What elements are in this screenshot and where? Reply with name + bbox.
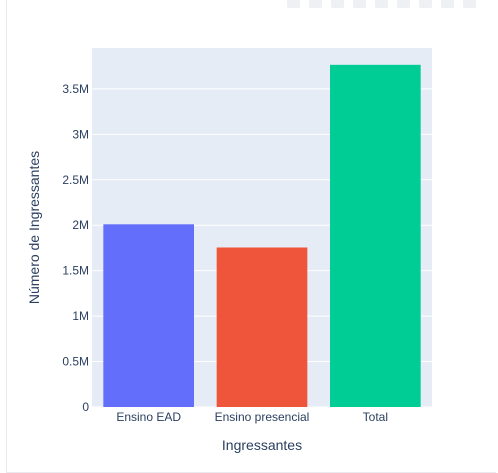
lasso-icon[interactable] [375, 0, 388, 8]
y-axis-ticks: 0 0.5M 1M 1.5M 2M 2.5M 3M 3.5M [62, 82, 89, 414]
box-select-icon[interactable] [353, 0, 366, 8]
zoom-in-icon[interactable] [397, 0, 410, 8]
bar[interactable] [330, 64, 421, 407]
camera-icon[interactable] [287, 0, 300, 8]
home-icon[interactable] [463, 0, 476, 8]
zoom-icon[interactable] [309, 0, 322, 8]
y-tick-label: 0.5M [62, 355, 89, 369]
zoom-out-icon[interactable] [419, 0, 432, 8]
y-tick-label: 1M [72, 309, 89, 323]
x-axis-title: Ingressantes [222, 437, 302, 453]
bars [103, 64, 421, 407]
bar[interactable] [216, 247, 308, 407]
y-axis-title: Número de Ingressantes [26, 151, 42, 304]
pan-icon[interactable] [331, 0, 344, 8]
y-tick-label: 3M [72, 127, 89, 141]
x-tick-label: Total [363, 410, 388, 424]
y-tick-label: 2M [72, 218, 89, 232]
autoscale-icon[interactable] [441, 0, 454, 8]
x-tick-label: Ensino presencial [215, 410, 310, 424]
bar[interactable] [103, 224, 194, 407]
y-tick-label: 0 [82, 400, 89, 414]
x-tick-label: Ensino EAD [116, 410, 181, 424]
y-tick-label: 1.5M [62, 264, 89, 278]
y-tick-label: 3.5M [62, 82, 89, 96]
x-axis-ticks: Ensino EAD Ensino presencial Total [116, 410, 388, 424]
y-tick-label: 2.5M [62, 173, 89, 187]
modebar [287, 0, 476, 10]
